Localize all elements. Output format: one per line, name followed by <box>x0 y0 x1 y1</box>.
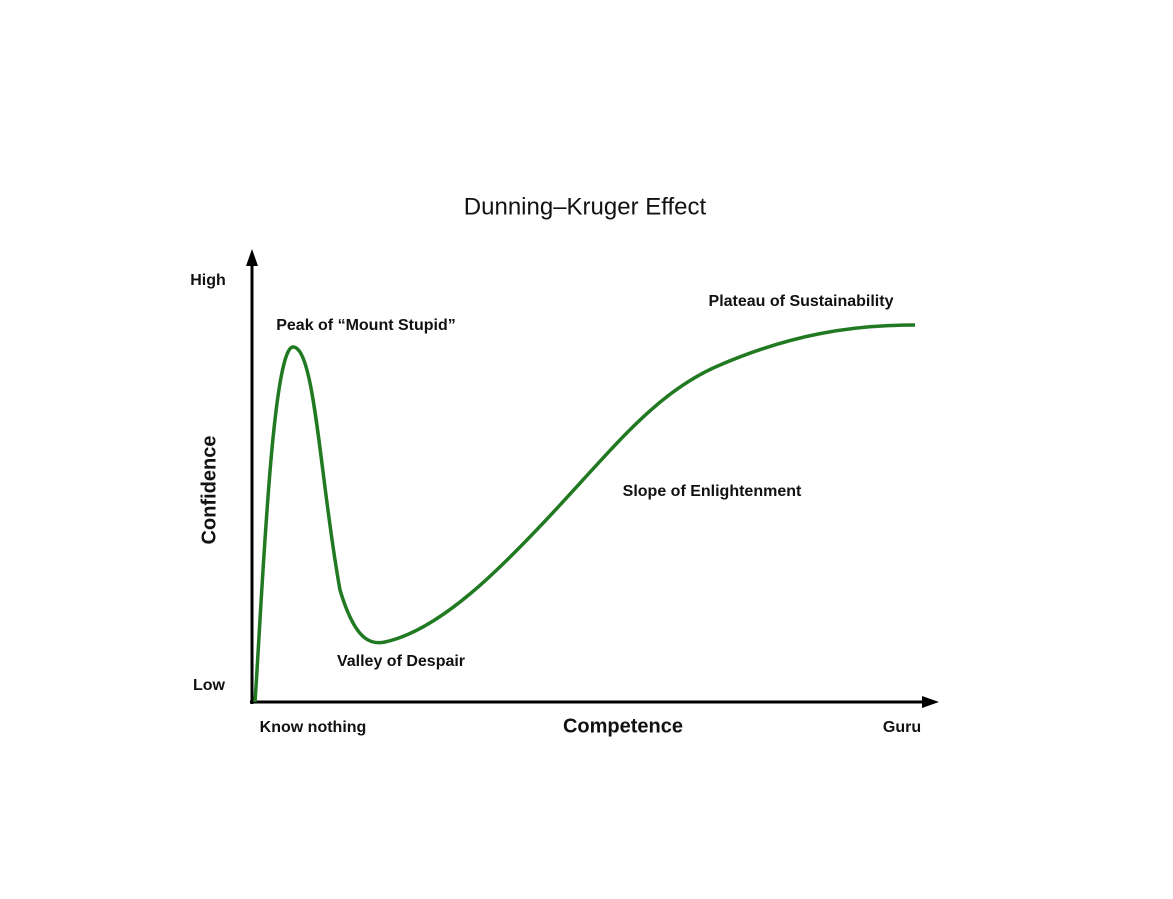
annotation: Slope of Enlightenment <box>623 483 802 500</box>
x-end-label: Guru <box>883 719 921 736</box>
y-axis-label: Confidence <box>198 436 220 545</box>
y-low-label: Low <box>193 677 226 694</box>
annotation: Plateau of Sustainability <box>709 293 894 310</box>
title: Dunning–Kruger Effect <box>464 193 707 220</box>
annotation: Peak of “Mount Stupid” <box>276 317 456 334</box>
x-start-label: Know nothing <box>260 719 367 736</box>
confidence-curve <box>253 323 916 703</box>
x-axis-arrow <box>922 696 939 708</box>
x-axis-label: Competence <box>563 715 683 737</box>
y-axis-arrow <box>246 249 258 266</box>
y-high-label: High <box>190 272 226 289</box>
annotation: Valley of Despair <box>337 653 465 670</box>
